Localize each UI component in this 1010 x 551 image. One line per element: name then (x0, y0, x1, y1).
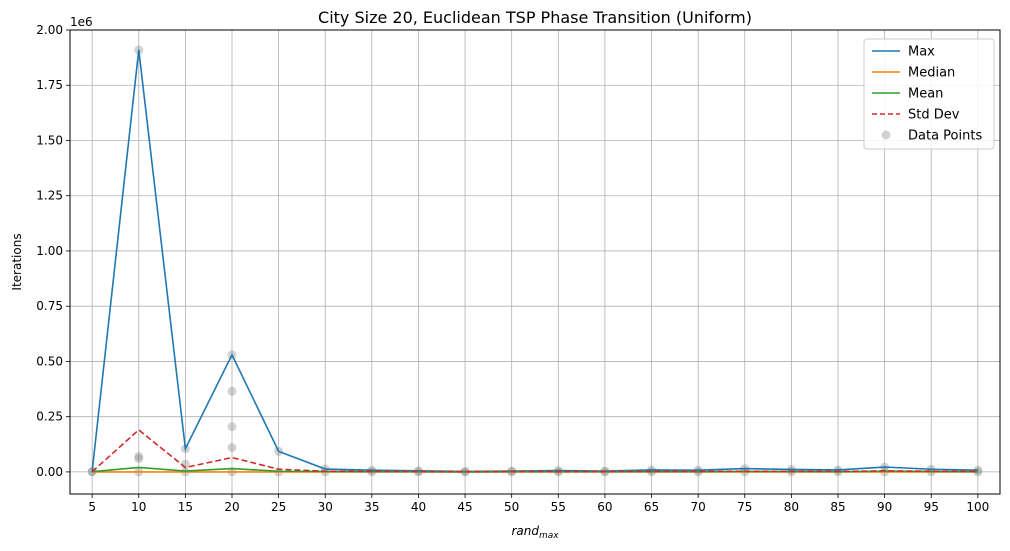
data-point (134, 451, 144, 461)
series-lines-layer (91, 49, 978, 473)
x-axis-label-subscript: max (539, 531, 559, 541)
y-tick-label: 0.75 (36, 299, 63, 313)
x-tick-label: 5 (88, 500, 96, 514)
x-tick-label: 60 (597, 500, 612, 514)
y-offset-label: 1e6 (70, 15, 93, 29)
y-tick-label: 1.25 (36, 189, 63, 203)
x-tick-label: 10 (131, 500, 146, 514)
x-tick-label: 90 (877, 500, 892, 514)
legend-key-data-points (881, 130, 891, 140)
data-point (227, 443, 237, 453)
x-tick-label: 50 (504, 500, 519, 514)
x-tick-label: 80 (784, 500, 799, 514)
grid-layer (70, 29, 1000, 494)
series-line-max (91, 49, 978, 473)
x-tick-label: 95 (924, 500, 939, 514)
legend-label-median: Median (908, 66, 955, 81)
x-tick-label: 20 (224, 500, 239, 514)
x-tick-label: 25 (271, 500, 286, 514)
chart-title: City Size 20, Euclidean TSP Phase Transi… (318, 8, 752, 27)
data-point (134, 454, 144, 464)
x-tick-label: 70 (691, 500, 706, 514)
legend-label-mean: Mean (908, 87, 943, 102)
x-tick-label: 100 (966, 500, 989, 514)
x-tick-label: 55 (551, 500, 566, 514)
plot-frame (69, 29, 1001, 495)
ticks-layer: 5 10 15 20 25 30 35 40 45 50 55 60 65 70 75 80 85 90 95 100… (36, 23, 989, 514)
x-tick-label: 30 (318, 500, 333, 514)
x-tick-label: 40 (411, 500, 426, 514)
x-tick-label: 85 (830, 500, 845, 514)
y-tick-label: 0.50 (36, 354, 63, 368)
data-point (227, 386, 237, 396)
x-tick-label: 35 (364, 500, 379, 514)
y-tick-label: 1.75 (36, 78, 63, 92)
legend: Max Median Mean Std Dev Data Points (863, 38, 995, 150)
y-tick-label: 1.50 (36, 133, 63, 147)
y-tick-label: 2.00 (36, 23, 63, 37)
x-tick-label: 65 (644, 500, 659, 514)
y-tick-label: 0.00 (36, 465, 63, 479)
series-line-std-dev (91, 428, 978, 473)
legend-label-std-dev: Std Dev (908, 108, 960, 123)
x-tick-label: 75 (737, 500, 752, 514)
y-tick-label: 1.00 (36, 244, 63, 258)
legend-label-max: Max (908, 45, 935, 60)
x-axis-label: randmax (511, 524, 559, 541)
data-point (227, 422, 237, 432)
x-axis-label-main: rand (511, 524, 539, 538)
x-tick-label: 45 (457, 500, 472, 514)
legend-label-data-points: Data Points (908, 129, 982, 144)
legend-box (863, 38, 995, 150)
y-axis-label: Iterations (10, 233, 24, 290)
y-tick-label: 0.25 (36, 410, 63, 424)
x-tick-label: 15 (178, 500, 193, 514)
